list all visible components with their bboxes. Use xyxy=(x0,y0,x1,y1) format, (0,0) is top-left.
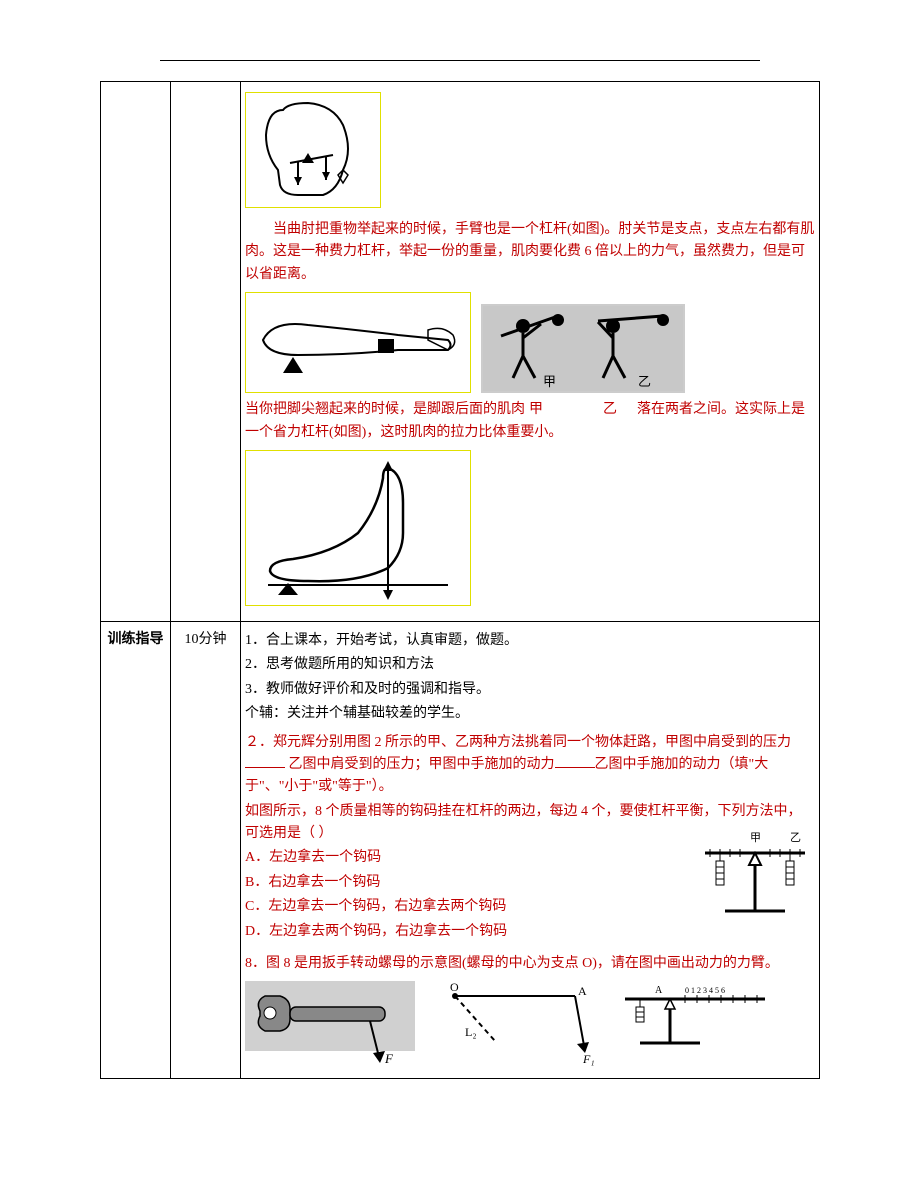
row1-label-jia: 甲 xyxy=(529,402,543,417)
row2-content: 1．合上课本，开始考试，认真审题，做题。 2．思考做题所用的知识和方法 3．教师… xyxy=(241,621,820,1078)
row1-col2 xyxy=(171,82,241,622)
row1-label-yi: 乙 xyxy=(603,402,617,417)
page-top-rule xyxy=(160,60,760,61)
arm-lever-diagram xyxy=(245,292,471,393)
row1-col1 xyxy=(101,82,171,622)
svg-text:O: O xyxy=(450,981,459,994)
head-lever-diagram xyxy=(245,92,381,208)
row2-s3: 3．教师做好评价和及时的强调和指导。 xyxy=(245,679,815,701)
row1-text2a: 当你把脚尖翘起来的时候，是脚跟后面的肌肉 xyxy=(245,402,525,417)
row2-s1: 1．合上课本，开始考试，认真审题，做题。 xyxy=(245,630,815,652)
svg-text:甲: 甲 xyxy=(543,374,556,389)
svg-text:A: A xyxy=(578,984,587,998)
wrench-diagram: F xyxy=(245,981,415,1066)
q8: 8．图 8 是用扳手转动螺母的示意图(螺母的中心为支点 O)，请在图中画出动力的… xyxy=(245,953,815,975)
walking-carry-diagram: 甲 乙 xyxy=(481,304,685,393)
lesson-table: 当曲肘把重物举起来的时候，手臂也是一个杠杆(如图)。肘关节是支点，支点左右都有肌… xyxy=(100,81,820,1079)
row1-text1: 当曲肘把重物举起来的时候，手臂也是一个杠杆(如图)。肘关节是支点，支点左右都有肌… xyxy=(245,219,815,286)
svg-text:F: F xyxy=(384,1051,394,1066)
svg-text:乙: 乙 xyxy=(638,374,651,389)
q2a: ２．郑元辉分别用图 2 所示的甲、乙两种方法挑着同一个物体赶路，甲图中肩受到的压… xyxy=(245,735,791,750)
row2-duration: 10分钟 xyxy=(171,621,241,1078)
q3-optD: D．左边拿去两个钩码，右边拿去一个钩码 xyxy=(245,921,815,943)
row2-s2: 2．思考做题所用的知识和方法 xyxy=(245,654,815,676)
row1-content: 当曲肘把重物举起来的时候，手臂也是一个杠杆(如图)。肘关节是支点，支点左右都有肌… xyxy=(241,82,820,622)
svg-text:乙: 乙 xyxy=(790,831,801,844)
q2-blank1[interactable] xyxy=(245,754,285,768)
q2-blank2[interactable] xyxy=(555,754,595,768)
balance-hooks-diagram: 甲 乙 xyxy=(695,831,815,921)
row1-text2: 当你把脚尖翘起来的时候，是脚跟后面的肌肉甲乙落在两者之间。这实际上是一个省力杠杆… xyxy=(245,399,815,444)
svg-text:甲: 甲 xyxy=(750,832,761,844)
svg-text:F₁: F₁ xyxy=(582,1052,595,1066)
row2-q2: ２．郑元辉分别用图 2 所示的甲、乙两种方法挑着同一个物体赶路，甲图中肩受到的压… xyxy=(245,732,815,799)
svg-text:0 1 2 3 4 5 6: 0 1 2 3 4 5 6 xyxy=(685,986,725,995)
svg-text:A: A xyxy=(655,985,663,996)
steelyard-diagram: 0 1 2 3 4 5 6 A xyxy=(615,981,775,1056)
q2b: 乙图中肩受到的压力；甲图中手施加的动力 xyxy=(289,757,555,772)
foot-lever-diagram xyxy=(245,450,471,606)
row2-label: 训练指导 xyxy=(101,621,171,1078)
lever-OA-diagram: O A L₂ F₁ xyxy=(435,981,595,1066)
svg-text:L₂: L₂ xyxy=(465,1025,477,1039)
row2-s4: 个辅：关注并个辅基础较差的学生。 xyxy=(245,703,815,725)
